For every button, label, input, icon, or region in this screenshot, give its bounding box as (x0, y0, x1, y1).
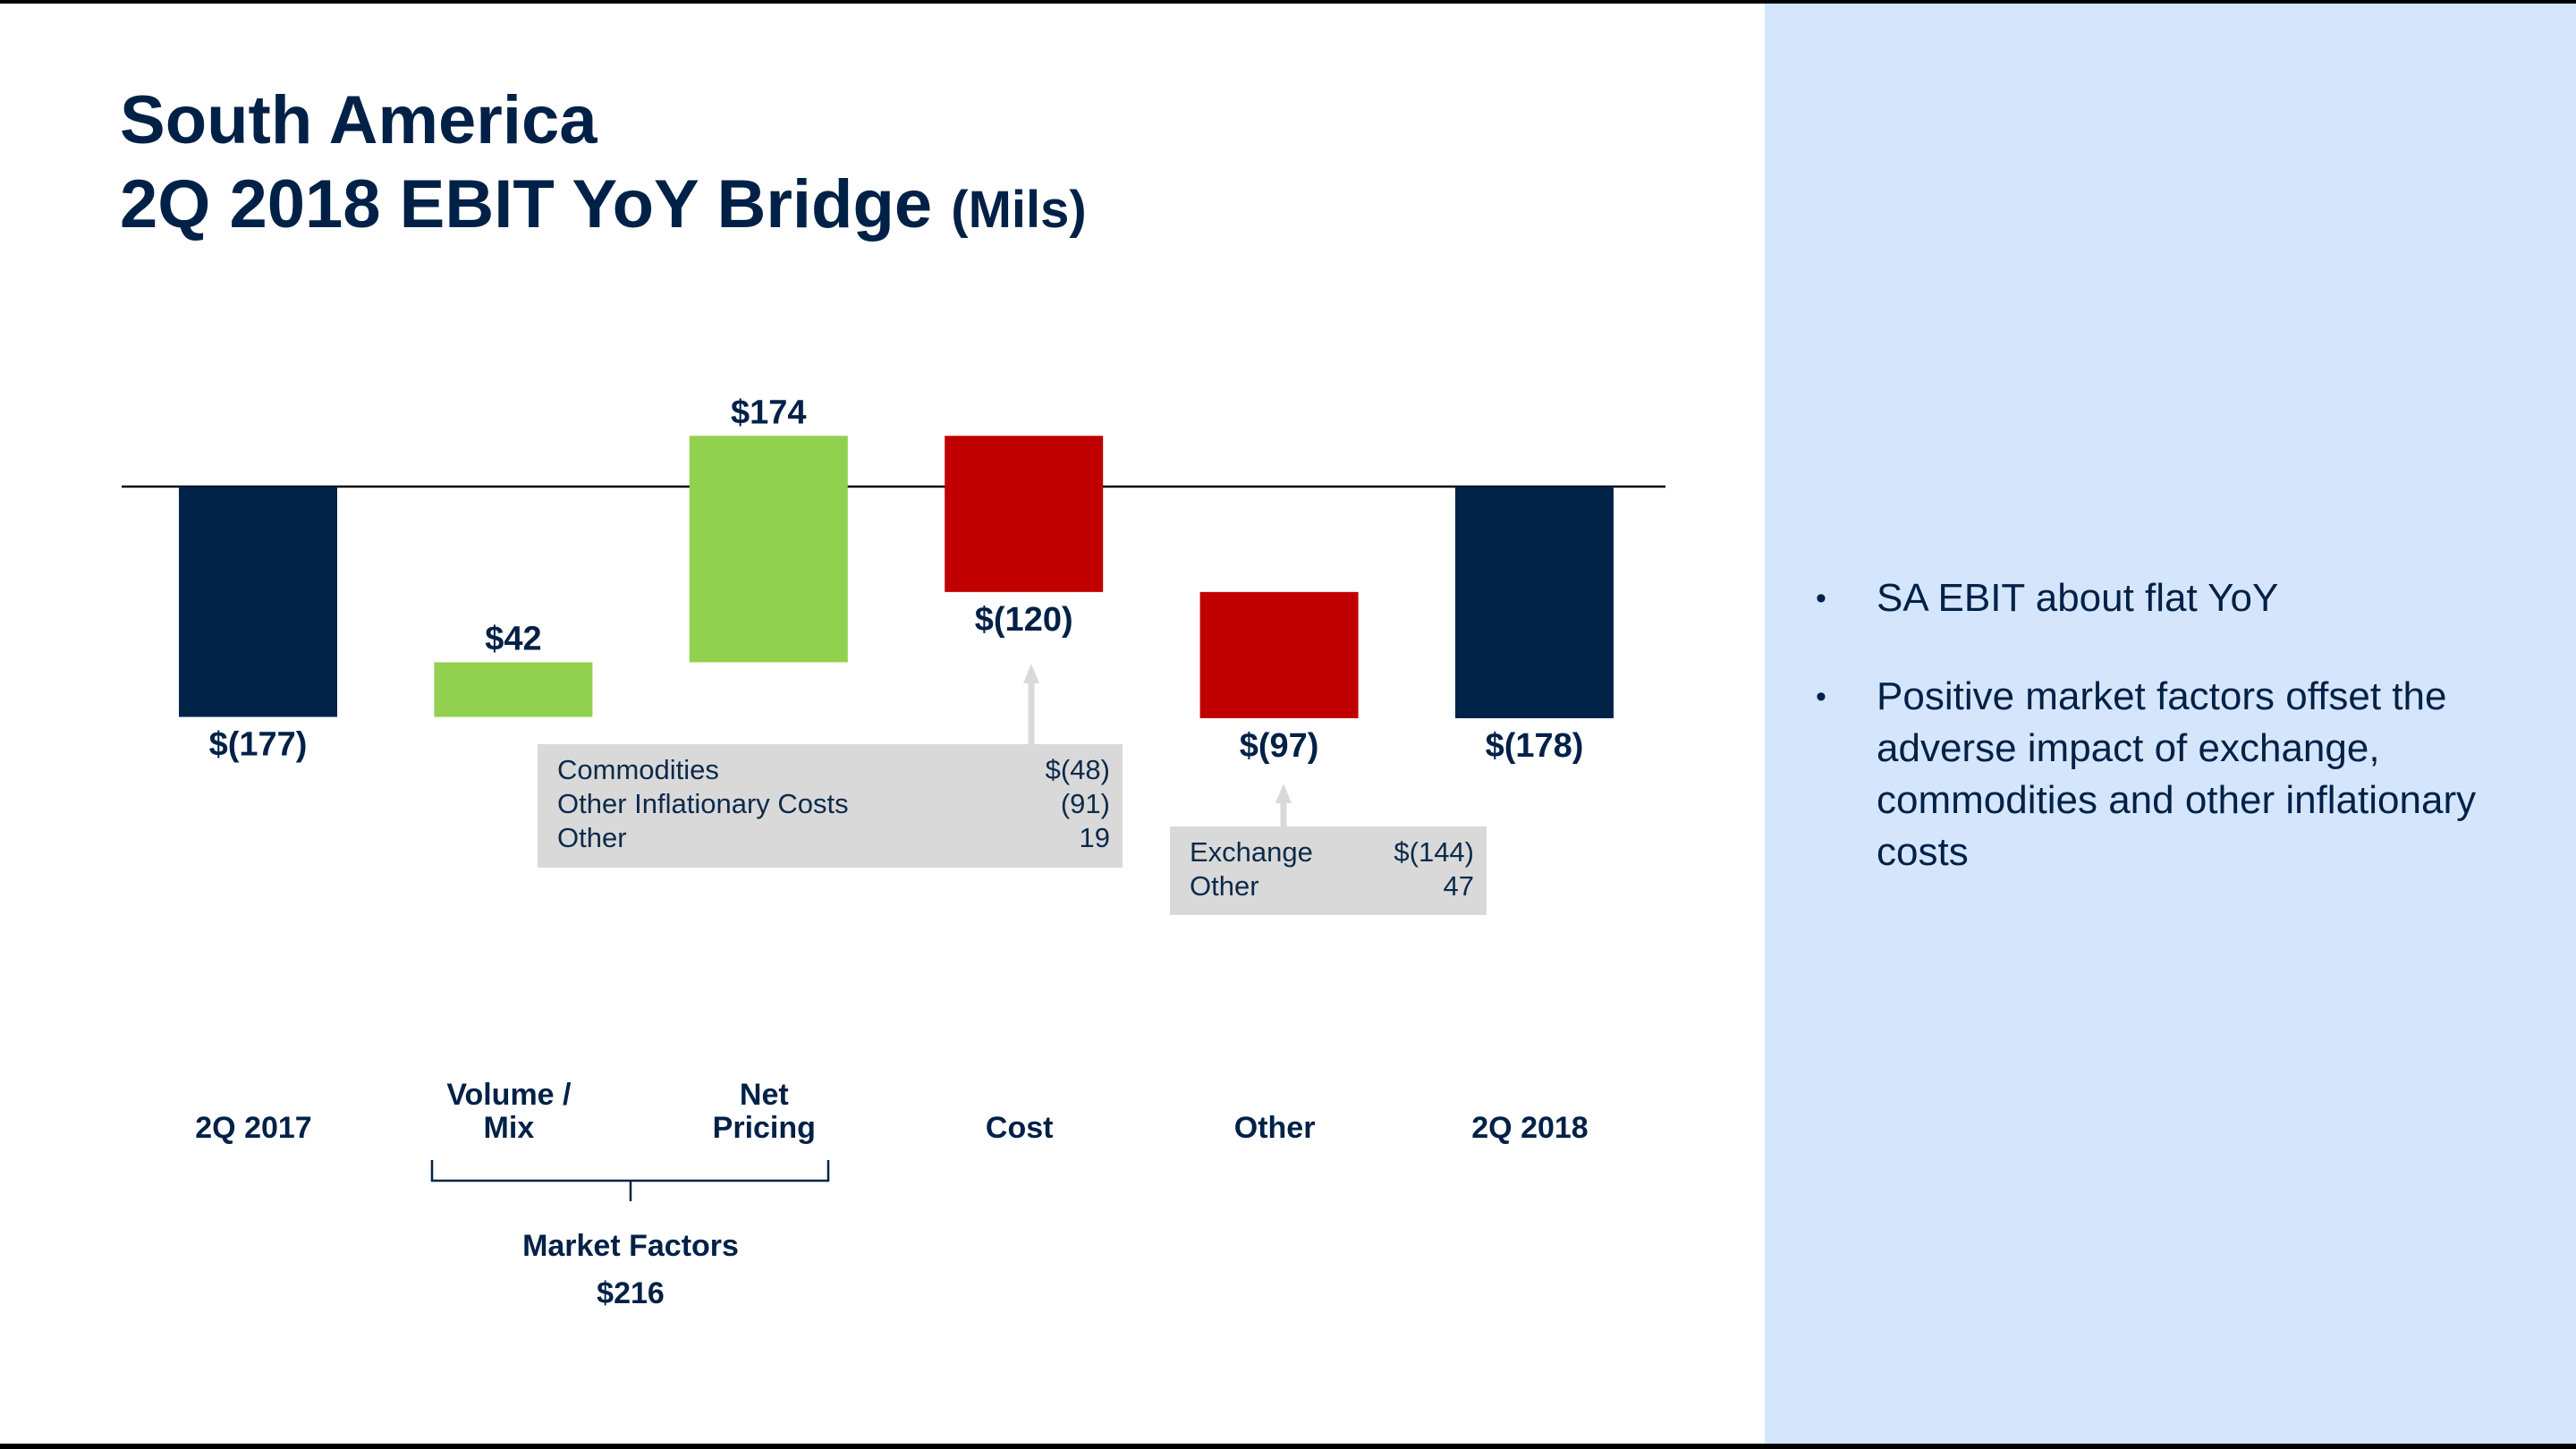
data-label: $(97) (1240, 727, 1319, 765)
category-label: Net (740, 1078, 789, 1112)
callout-row: Exchange $(144) (1190, 835, 1474, 869)
data-label: $(177) (209, 726, 308, 764)
callout-row-label: Other (557, 822, 627, 853)
data-label: $42 (485, 620, 541, 657)
category-label: Cost (986, 1111, 1054, 1145)
bottom-border (0, 1444, 2576, 1449)
bullet-item: • SA EBIT about flat YoY (1816, 572, 2513, 624)
callout-row-label: Other (1190, 870, 1259, 902)
market-factors-brace (430, 1160, 830, 1201)
bar-4 (1199, 591, 1359, 718)
bar-2 (689, 436, 848, 663)
callout-arrowhead-0 (1023, 664, 1039, 683)
title-unit: (Mils) (951, 181, 1087, 239)
callout-row-label: Exchange (1190, 836, 1313, 868)
callout-row: Other 47 (1190, 869, 1474, 903)
slide-title: South America 2Q 2018 EBIT YoY Bridge (M… (120, 79, 1087, 252)
callout-row: Other Inflationary Costs (91) (557, 787, 1110, 821)
bar-5 (1455, 487, 1614, 718)
callout-row-value: $(48) (1045, 754, 1110, 785)
cost-callout-box: Commodities $(48) Other Inflationary Costs… (538, 744, 1123, 868)
category-label: 2Q 2018 (1471, 1111, 1588, 1145)
bullet-item: • Positive market factors offset the adve… (1816, 671, 2513, 878)
callout-row-label: Other Inflationary Costs (557, 788, 849, 819)
bullet-icon: • (1816, 680, 1826, 714)
callout-arrowhead-1 (1275, 784, 1292, 803)
commentary-panel (1765, 4, 2576, 1444)
category-label: 2Q 2017 (195, 1111, 311, 1145)
bar-0 (179, 487, 337, 717)
callout-row-value: (91) (1060, 788, 1110, 819)
title-main: 2Q 2018 EBIT YoY Bridge (120, 166, 933, 242)
callout-row: Other 19 (557, 821, 1110, 855)
data-label: $(178) (1486, 727, 1584, 765)
callout-row-value: $(144) (1394, 836, 1474, 868)
callout-row-value: 47 (1443, 870, 1474, 902)
other-callout-box: Exchange $(144) Other 47 (1170, 826, 1487, 915)
category-label: Mix (484, 1111, 535, 1145)
bullet-text: Positive market factors offset the adver… (1877, 674, 2477, 874)
group-value: $216 (597, 1276, 665, 1310)
title-line-1: South America (120, 82, 597, 158)
callout-row: Commodities $(48) (557, 753, 1110, 787)
top-border (0, 0, 2576, 4)
bullet-icon: • (1816, 581, 1826, 615)
bullet-list: • SA EBIT about flat YoY • Positive market… (1816, 572, 2513, 925)
bar-3 (945, 436, 1104, 592)
data-label: $(120) (975, 601, 1073, 639)
title-line-2: 2Q 2018 EBIT YoY Bridge (Mils) (120, 163, 1087, 252)
category-label: Other (1234, 1111, 1316, 1145)
data-label: $174 (731, 394, 807, 431)
category-label: Volume / (446, 1078, 572, 1112)
callout-row-label: Commodities (557, 754, 719, 785)
category-label: Pricing (713, 1111, 816, 1145)
group-label: Market Factors (522, 1229, 739, 1263)
callout-row-value: 19 (1079, 822, 1110, 853)
bar-1 (434, 662, 593, 717)
waterfall-chart: $(177) 2Q 2017 $42 Volume /Mix $174 NetPricin… (122, 394, 1665, 1310)
bullet-text: SA EBIT about flat YoY (1877, 576, 2279, 620)
